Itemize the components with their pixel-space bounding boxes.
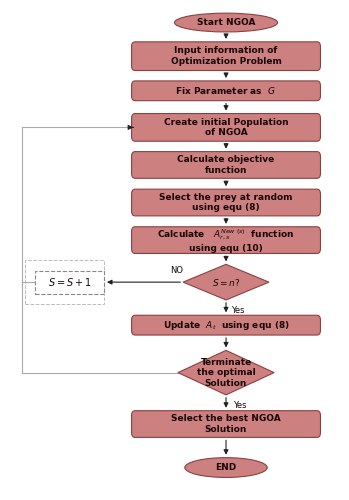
FancyBboxPatch shape	[132, 189, 320, 216]
FancyBboxPatch shape	[132, 316, 320, 335]
Text: Yes: Yes	[233, 401, 246, 410]
Text: Update  $A_t$  using equ (8): Update $A_t$ using equ (8)	[163, 318, 289, 332]
FancyBboxPatch shape	[132, 81, 320, 100]
Text: Terminate
the optimal
Solution: Terminate the optimal Solution	[196, 358, 255, 388]
Text: Yes: Yes	[231, 306, 245, 315]
Ellipse shape	[174, 13, 277, 32]
Text: Fix Parameter as  $\mathit{G}$: Fix Parameter as $\mathit{G}$	[176, 86, 276, 96]
FancyBboxPatch shape	[132, 410, 320, 438]
Text: Start NGOA: Start NGOA	[197, 18, 255, 27]
Text: END: END	[215, 463, 237, 472]
Text: Create initial Population
of NGOA: Create initial Population of NGOA	[164, 118, 288, 137]
Text: Select the prey at random
using equ (8): Select the prey at random using equ (8)	[159, 193, 293, 212]
FancyBboxPatch shape	[132, 42, 320, 70]
Text: Calculate   $A_{r,s}^{New\ (s)}$  function
using equ (10): Calculate $A_{r,s}^{New\ (s)}$ function …	[157, 228, 295, 252]
Text: Select the best NGOA
Solution: Select the best NGOA Solution	[171, 414, 281, 434]
Polygon shape	[183, 264, 269, 300]
FancyBboxPatch shape	[35, 271, 104, 293]
Text: $S=n?$: $S=n?$	[212, 276, 240, 287]
FancyBboxPatch shape	[132, 227, 320, 254]
Text: NO: NO	[170, 266, 183, 274]
Ellipse shape	[185, 458, 267, 477]
Text: Calculate objective
function: Calculate objective function	[177, 156, 275, 174]
Text: $S = S+1$: $S = S+1$	[48, 276, 91, 288]
Text: Input information of
Optimization Problem: Input information of Optimization Proble…	[171, 46, 281, 66]
Polygon shape	[178, 350, 274, 395]
FancyBboxPatch shape	[132, 114, 320, 141]
FancyBboxPatch shape	[132, 152, 320, 178]
